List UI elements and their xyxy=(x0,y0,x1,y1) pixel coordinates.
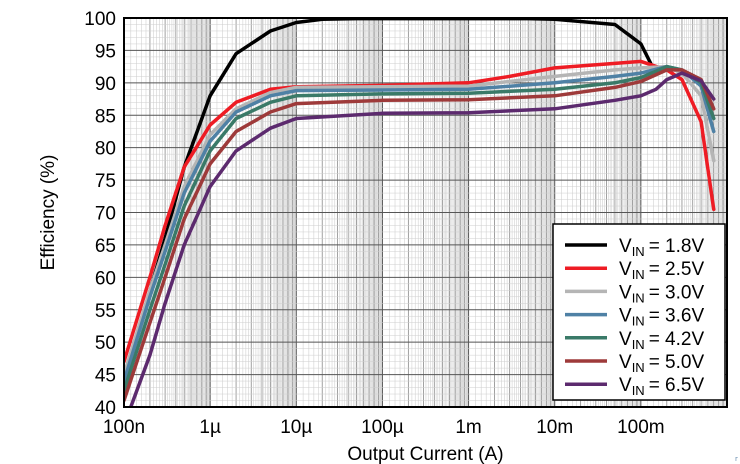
series-line-5-0V xyxy=(124,68,716,403)
series-line-6-5V xyxy=(129,71,716,407)
x-tick-label: 1m xyxy=(455,417,481,438)
x-tick-label: 100µ xyxy=(361,417,404,438)
legend-label: VIN = 2.5V xyxy=(619,259,704,282)
legend-label: VIN = 3.0V xyxy=(619,282,704,305)
y-tick-label: 50 xyxy=(95,333,116,354)
series-layer xyxy=(124,18,716,407)
y-tick-label: 90 xyxy=(95,74,116,95)
x-tick-label: 100m xyxy=(617,417,665,438)
legend-label: VIN = 1.8V xyxy=(619,236,704,259)
y-tick-label: 55 xyxy=(95,301,116,322)
legend-box xyxy=(552,223,726,401)
corner-mark: r xyxy=(735,455,738,463)
y-tick-label: 45 xyxy=(95,366,116,387)
x-tick-label: 1µ xyxy=(199,417,221,438)
y-tick-label: 100 xyxy=(84,9,116,30)
legend-label: VIN = 6.5V xyxy=(619,375,704,398)
x-tick-label: 10µ xyxy=(280,417,312,438)
y-tick-label: 40 xyxy=(95,398,116,419)
y-tick-label: 85 xyxy=(95,106,116,127)
legend-label: VIN = 3.6V xyxy=(619,306,704,329)
y-axis-title: Efficiency (%) xyxy=(38,155,59,271)
x-tick-labels: 100n 1µ 10µ 100µ 1m 10m 100m xyxy=(103,417,665,438)
legend-label: VIN = 5.0V xyxy=(619,352,704,375)
plot-frame xyxy=(123,17,728,408)
y-tick-label: 80 xyxy=(95,139,116,160)
x-tick-label: 100n xyxy=(103,417,145,438)
x-tick-label: 10m xyxy=(536,417,573,438)
y-tick-label: 95 xyxy=(95,41,116,62)
x-axis-title: Output Current (A) xyxy=(347,444,503,464)
legend-label: VIN = 4.2V xyxy=(619,329,704,352)
y-tick-label: 75 xyxy=(95,171,116,192)
y-tick-label: 70 xyxy=(95,204,116,225)
y-tick-labels: 40 45 50 55 60 65 70 75 80 85 90 95 100 xyxy=(84,9,116,419)
series-line-4-2V xyxy=(124,64,716,393)
y-tick-label: 60 xyxy=(95,268,116,289)
y-tick-label: 65 xyxy=(95,236,116,257)
